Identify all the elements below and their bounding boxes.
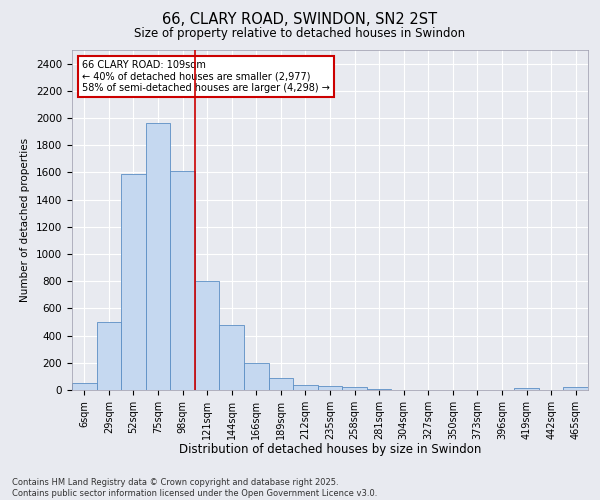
X-axis label: Distribution of detached houses by size in Swindon: Distribution of detached houses by size … (179, 444, 481, 456)
Bar (269, 378, 293, 390)
Text: 66, CLARY ROAD, SWINDON, SN2 2ST: 66, CLARY ROAD, SWINDON, SN2 2ST (163, 12, 437, 28)
Text: 66 CLARY ROAD: 109sqm
← 40% of detached houses are smaller (2,977)
58% of semi-d: 66 CLARY ROAD: 109sqm ← 40% of detached … (82, 60, 330, 94)
Y-axis label: Number of detached properties: Number of detached properties (20, 138, 31, 302)
Text: Contains HM Land Registry data © Crown copyright and database right 2025.
Contai: Contains HM Land Registry data © Crown c… (12, 478, 377, 498)
Bar (342, 388, 367, 390)
Bar (170, 171, 195, 390)
Bar (563, 386, 588, 390)
Bar (195, 281, 220, 390)
Bar (318, 386, 342, 390)
Bar (293, 384, 318, 390)
Bar (367, 388, 391, 390)
Bar (146, 124, 170, 390)
Bar (244, 364, 269, 390)
Text: Size of property relative to detached houses in Swindon: Size of property relative to detached ho… (134, 28, 466, 40)
Bar (121, 174, 146, 390)
Bar (514, 388, 539, 390)
Bar (220, 326, 244, 390)
Bar (72, 382, 97, 390)
Bar (97, 322, 121, 390)
